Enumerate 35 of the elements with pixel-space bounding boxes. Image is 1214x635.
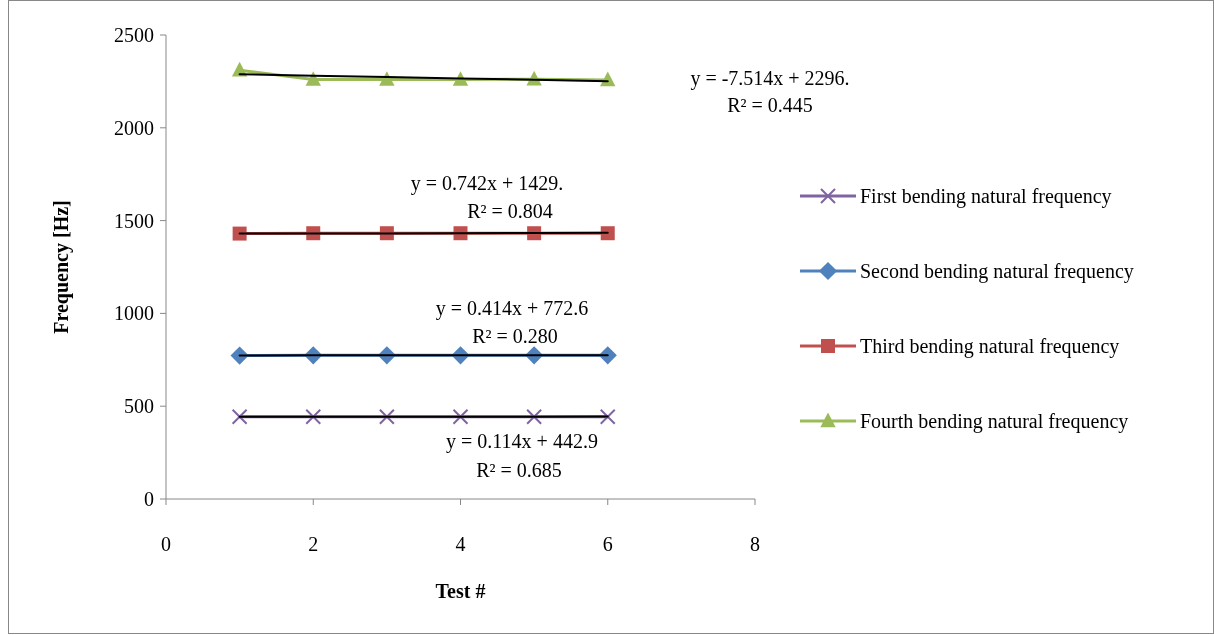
y-tick-label: 2500 [114,24,154,46]
annotation: R² = 0.280 [472,325,558,347]
annotation: R² = 0.804 [467,200,553,222]
annotation: y = 0.414x + 772.6 [435,297,589,320]
legend-label: First bending natural frequency [860,185,1112,208]
point [305,408,322,425]
legend-label: Fourth bending natural frequency [860,410,1129,433]
x-tick-label: 8 [750,533,760,555]
annotation: y = -7.514x + 2296. [690,67,850,90]
point [378,408,395,425]
x-tick-label: 6 [602,533,613,555]
x-tick-label: 2 [308,533,319,555]
y-tick-label: 500 [124,395,154,418]
x-axis-title: Test # [435,580,486,602]
point [599,408,616,425]
point [600,226,615,241]
y-tick-label: 1000 [114,302,154,325]
legend-label: Second bending natural frequency [860,260,1134,283]
y-tick-label: 0 [144,488,154,510]
point [379,71,395,86]
x-tick-label: 4 [455,533,466,555]
point [526,408,543,425]
y-tick-label: 1500 [114,209,154,232]
point [305,71,321,86]
legend-label: Third bending natural frequency [860,335,1120,358]
y-axis-title: Frequency [Hz] [50,200,73,334]
y-tick-label: 2000 [114,116,154,139]
x-tick-label: 0 [161,533,171,555]
point [232,226,247,241]
annotation: R² = 0.445 [727,94,813,116]
annotation: R² = 0.685 [476,459,562,481]
annotation: y = 0.742x + 1429. [410,172,564,195]
point [231,408,248,425]
annotation: y = 0.114x + 442.9 [446,430,598,453]
point [452,408,469,425]
